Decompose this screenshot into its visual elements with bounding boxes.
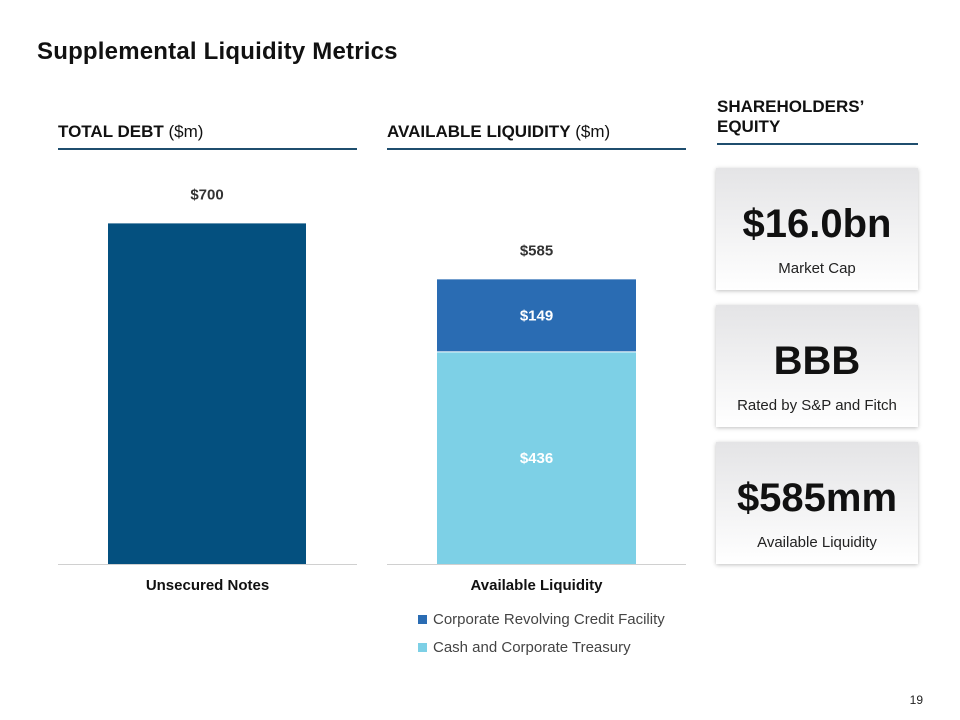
available-liquidity-unit: ($m): [575, 122, 611, 141]
legend-label-cash: Cash and Corporate Treasury: [433, 638, 631, 656]
liquidity-legend: Corporate Revolving Credit Facility Cash…: [418, 605, 665, 661]
bar-segment: [437, 351, 636, 564]
total-debt-unit: ($m): [168, 122, 204, 141]
legend-label-revolver: Corporate Revolving Credit Facility: [433, 610, 665, 628]
available-liquidity-value: $585mm: [736, 476, 898, 520]
legend-item-revolver: Corporate Revolving Credit Facility: [418, 605, 665, 633]
data-label: $149: [520, 308, 553, 325]
data-label: $436: [520, 450, 553, 467]
shareholders-equity-title-line1: SHAREHOLDERS’: [717, 97, 865, 116]
available-liquidity-label: Available Liquidity: [757, 534, 877, 551]
credit-rating-value: BBB: [773, 339, 861, 383]
total-label: $585: [520, 242, 553, 259]
bar-segment: [437, 279, 636, 352]
credit-rating-label: Rated by S&P and Fitch: [737, 397, 897, 414]
total-debt-heading: TOTAL DEBT ($m): [58, 122, 357, 150]
available-liquidity-heading: AVAILABLE LIQUIDITY ($m): [387, 122, 686, 150]
category-label: Available Liquidity: [471, 577, 604, 594]
page-title: Supplemental Liquidity Metrics: [37, 38, 398, 65]
total-label: $700: [190, 186, 223, 203]
page-number: 19: [909, 693, 923, 707]
legend-swatch-cash: [418, 642, 427, 652]
shareholders-equity-heading: SHAREHOLDERS’ EQUITY: [717, 97, 918, 145]
market-cap-value: $16.0bn: [742, 202, 892, 246]
available-liquidity-card: $585mm Available Liquidity: [716, 442, 918, 564]
shareholders-equity-title-line2: EQUITY: [717, 117, 781, 136]
market-cap-label: Market Cap: [778, 260, 856, 277]
bar-segment: [108, 223, 306, 564]
legend-item-cash: Cash and Corporate Treasury: [418, 633, 665, 661]
legend-swatch-revolver: [418, 614, 427, 624]
market-cap-card: $16.0bn Market Cap: [716, 168, 918, 290]
category-label: Unsecured Notes: [146, 577, 269, 594]
available-liquidity-title: AVAILABLE LIQUIDITY: [387, 122, 571, 141]
total-debt-title: TOTAL DEBT: [58, 122, 164, 141]
credit-rating-card: BBB Rated by S&P and Fitch: [716, 305, 918, 427]
